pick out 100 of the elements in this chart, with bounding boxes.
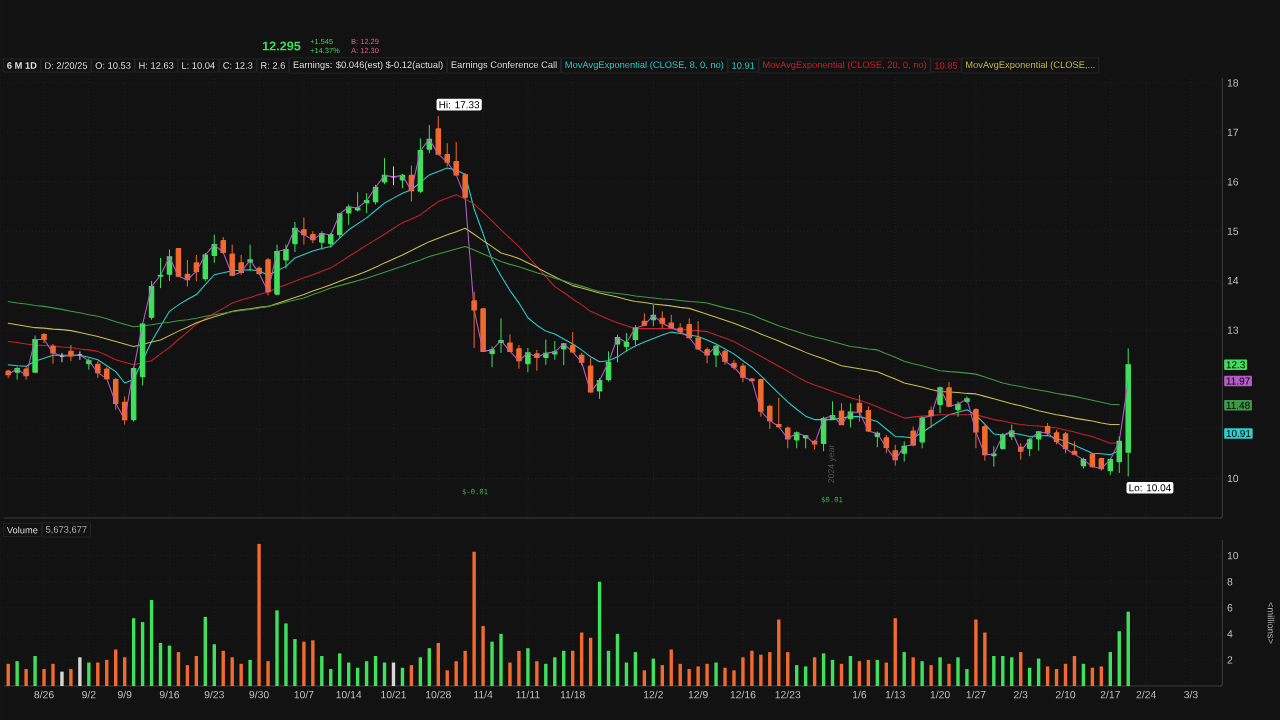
y-tick-label: 10: [1227, 551, 1239, 560]
text: R: 2.6: [261, 62, 285, 69]
bar: [257, 543, 261, 686]
x-tick-label: 9/30: [249, 690, 269, 699]
x-tick-label: 2/10: [1055, 690, 1076, 699]
chart-title: 6 M 1D: [7, 62, 37, 69]
x-tick-label: 8/26: [34, 690, 54, 699]
y-tick-label: 8: [1227, 578, 1233, 586]
candlestick: [552, 340, 558, 361]
bar: [284, 623, 288, 686]
bar: [239, 663, 243, 686]
text: 5,673,677: [45, 526, 87, 534]
bar: [732, 670, 736, 686]
bar: [481, 626, 485, 686]
bar: [230, 657, 234, 686]
bar: [965, 669, 969, 686]
annotation: 10.91: [1226, 429, 1251, 437]
annotation: Lo: 10.04: [1129, 484, 1171, 492]
bar: [911, 657, 915, 686]
bar: [750, 650, 754, 686]
bar: [60, 671, 64, 686]
bar: [463, 650, 467, 686]
bar: [517, 650, 521, 686]
x-tick-label: 2/17: [1100, 690, 1120, 699]
bar: [1099, 666, 1104, 686]
bar: [33, 656, 37, 686]
bar: [992, 656, 996, 686]
text: 10.91: [732, 62, 755, 69]
x-tick-label: 3/3: [1184, 690, 1198, 699]
y-tick-label: 14: [1227, 277, 1239, 285]
x-tick-label: 10/14: [336, 690, 362, 699]
bar: [275, 610, 279, 686]
text: D: 2/20/25: [45, 62, 88, 69]
bar: [956, 657, 960, 686]
annotation: 12.3: [1226, 361, 1245, 369]
bar: [24, 669, 28, 686]
text: MovAvgExponential (CLOSE, 20, 0, no): [763, 61, 927, 70]
bar: [114, 649, 118, 686]
bar: [705, 663, 709, 686]
bar: [687, 669, 691, 686]
text: 10.85: [935, 62, 958, 69]
text: Earnings: $0.046(est) $-0.12(actual): [293, 61, 443, 70]
bar: [472, 551, 476, 686]
bar: [78, 657, 82, 686]
bar: [669, 649, 673, 686]
x-tick-label: 9/9: [117, 690, 132, 699]
text: L: 10.04: [182, 62, 215, 69]
bar: [920, 661, 924, 686]
bar: [445, 670, 449, 686]
bar: [974, 619, 978, 686]
x-tick-label: 1/6: [852, 690, 867, 699]
bar: [544, 663, 548, 686]
bar: [714, 662, 718, 686]
x-tick-label: 1/13: [885, 690, 905, 699]
bar: [535, 661, 539, 686]
y-tick-label: 13: [1227, 326, 1239, 334]
bar: [759, 654, 763, 686]
annotation: 2024 year: [828, 444, 836, 483]
x-tick-label: 9/2: [82, 690, 96, 699]
y-tick-label: 10: [1227, 474, 1239, 483]
bar: [293, 639, 297, 686]
bar: [499, 633, 503, 686]
bar: [768, 652, 772, 686]
bar: [803, 666, 808, 686]
bar: [51, 663, 55, 686]
x-tick-label: 10/7: [294, 690, 314, 699]
y-tick-label: 6: [1227, 604, 1233, 612]
text: MovAvgExponential (CLOSE,...: [966, 61, 1095, 70]
bar: [508, 662, 512, 686]
bar: [248, 659, 252, 686]
bar: [723, 667, 727, 686]
annotation: Hi: 17.33: [439, 101, 480, 109]
text: MovAvgExponential (CLOSE, 8, 0, no): [565, 61, 724, 70]
x-tick-label: 10/28: [426, 690, 451, 699]
x-tick-label: 9/16: [159, 690, 180, 699]
x-tick-label: 2/24: [1136, 690, 1156, 699]
y-axis-title: <millions>: [1267, 602, 1275, 644]
bar: [1045, 666, 1050, 686]
x-tick-label: 12/16: [730, 690, 756, 699]
bar: [302, 641, 306, 686]
text: H: 12.63: [139, 62, 174, 69]
text: 12.295: [262, 41, 301, 51]
bar: [642, 670, 647, 686]
bar: [741, 657, 745, 686]
y-tick-label: 18: [1227, 79, 1239, 87]
x-tick-label: 11/18: [560, 690, 585, 699]
bar: [69, 669, 73, 686]
text: Earnings Conference Call: [451, 61, 557, 70]
x-tick-label: 11/4: [474, 690, 493, 699]
x-tick-label: 12/2: [644, 690, 663, 699]
bar: [947, 663, 951, 686]
chart-title: Volume: [6, 526, 38, 534]
x-tick-label: 9/23: [204, 690, 224, 699]
bar: [938, 657, 942, 686]
x-tick-label: 1/20: [930, 690, 950, 699]
x-tick-label: 11/11: [516, 690, 540, 699]
annotation: 11.48: [1226, 401, 1250, 409]
x-tick-label: 2/3: [1014, 690, 1028, 699]
bar: [929, 665, 933, 686]
bar: [490, 641, 494, 686]
